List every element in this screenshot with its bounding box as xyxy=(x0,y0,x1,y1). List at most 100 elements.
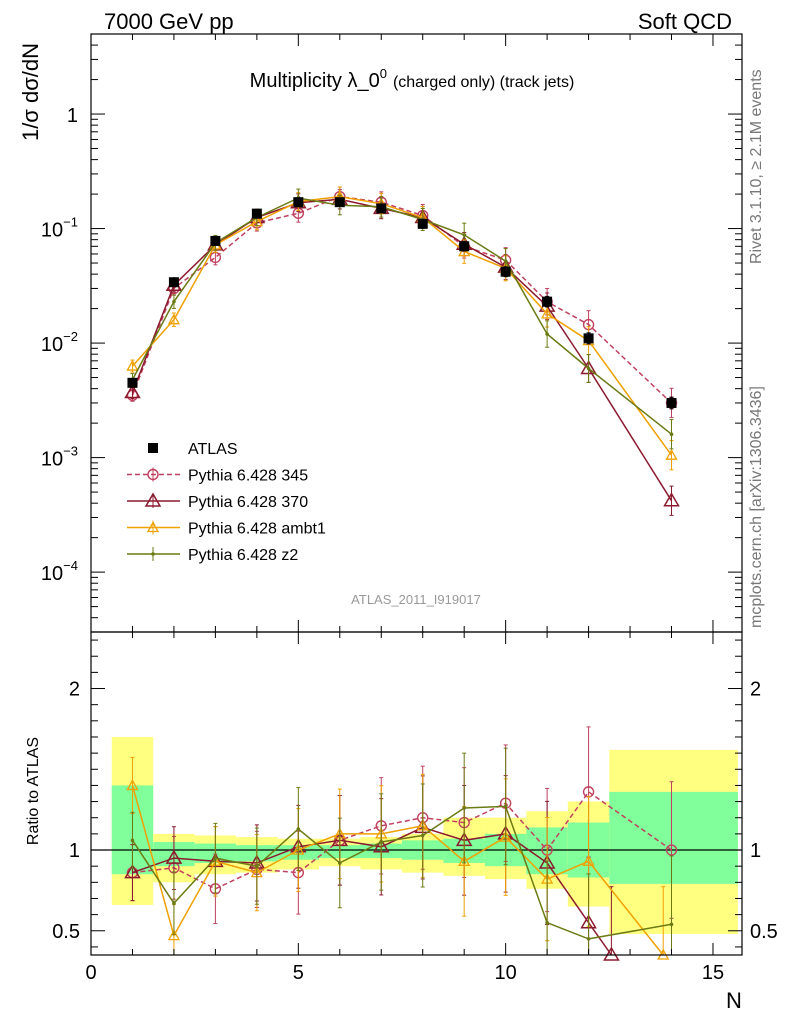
data-point xyxy=(168,277,179,288)
data-point xyxy=(665,844,678,856)
legend-marker xyxy=(144,492,162,507)
data-point xyxy=(172,901,176,906)
legend: ATLAS Pythia 6.428 345 Pythia 6.428 370 Pyt… xyxy=(127,441,326,564)
y-tick-label-right: 2 xyxy=(750,679,761,701)
main-panel: 10−4 10−3 10−2 10−1 1 Multiplicity λ_00 (char… xyxy=(18,33,743,633)
data-point xyxy=(603,946,620,961)
data-point xyxy=(293,197,304,208)
data-point xyxy=(500,266,511,277)
data-point xyxy=(545,332,549,336)
watermark: ATLAS_2011_I919017 xyxy=(351,592,481,607)
ratio-panel: 0 5 10 15 0.5 0.5 1 1 2 2 Ratio to ATLAS N xyxy=(25,631,778,1013)
data-point xyxy=(124,384,141,399)
data-point xyxy=(663,492,680,507)
data-point xyxy=(669,432,674,437)
x-tick-label: 15 xyxy=(702,962,724,984)
legend-label: ATLAS xyxy=(188,441,238,458)
data-point xyxy=(255,864,259,868)
data-point xyxy=(167,313,181,325)
header-right: Soft QCD xyxy=(638,9,732,34)
data-point xyxy=(420,833,425,838)
main-title: Multiplicity λ_00 (charged only) (track j… xyxy=(250,66,575,92)
data-point xyxy=(417,218,428,229)
y-tick-label: 10−1 xyxy=(41,215,78,242)
data-point xyxy=(542,296,553,307)
data-point xyxy=(165,849,183,864)
data-point xyxy=(458,854,471,866)
legend-item: Pythia 6.428 ambt1 xyxy=(127,520,326,538)
ratio-frame xyxy=(90,631,743,956)
main-frame xyxy=(90,33,743,633)
x-tick-label: 10 xyxy=(495,962,517,984)
main-title-main: Multiplicity λ_0 xyxy=(250,70,380,92)
legend-marker xyxy=(146,521,160,533)
y-tick-label-left: 1 xyxy=(69,840,80,862)
data-point xyxy=(582,854,595,866)
data-point xyxy=(251,208,262,219)
mcplots-label: mcplots.cern.ch [arXiv:1306.3436] xyxy=(748,386,765,628)
y-tick-label-left: 0.5 xyxy=(52,921,80,943)
data-point xyxy=(503,804,508,809)
header-left: 7000 GeV pp xyxy=(104,9,234,34)
data-point xyxy=(541,307,554,319)
data-point xyxy=(545,920,549,925)
data-point xyxy=(126,779,139,791)
x-tick-label: 0 xyxy=(85,962,96,984)
data-point xyxy=(296,827,301,831)
series-line xyxy=(131,197,672,435)
legend-marker xyxy=(151,552,155,556)
series-4 xyxy=(130,747,674,956)
rivet-label: Rivet 3.1.10, ≥ 2.1M events xyxy=(748,69,765,264)
y-tick-label: 10−3 xyxy=(41,444,78,471)
legend-item: ATLAS xyxy=(148,441,238,458)
data-point xyxy=(583,333,594,344)
legend-item: Pythia 6.428 345 xyxy=(127,467,308,485)
data-point xyxy=(213,856,218,860)
data-point xyxy=(130,838,135,843)
data-point xyxy=(665,448,678,460)
data-point xyxy=(669,922,674,927)
data-point xyxy=(376,203,387,214)
data-point xyxy=(126,359,139,371)
series-1 xyxy=(126,186,678,419)
ratio-ylabel: Ratio to ATLAS xyxy=(25,737,42,845)
y-tick-label-left: 2 xyxy=(69,679,80,701)
y-tick-label: 10−4 xyxy=(41,558,78,585)
series-3 xyxy=(126,186,678,471)
data-point xyxy=(462,806,466,810)
legend-marker xyxy=(147,468,159,481)
x-tick-label: 5 xyxy=(293,962,304,984)
legend-label: Pythia 6.428 370 xyxy=(188,494,308,511)
legend-marker xyxy=(148,443,158,453)
y-tick-label-right: 1 xyxy=(750,840,761,862)
data-point xyxy=(459,241,470,252)
data-point xyxy=(586,937,591,941)
series-0 xyxy=(127,197,677,410)
main-ylabel: 1/σ dσ/dN xyxy=(18,43,43,141)
data-point xyxy=(210,235,221,246)
data-point xyxy=(337,861,342,865)
y-tick-label-right: 0.5 xyxy=(750,921,778,943)
data-point xyxy=(124,864,141,879)
data-point xyxy=(172,299,176,304)
data-point xyxy=(127,377,138,388)
data-point xyxy=(503,259,508,263)
data-point xyxy=(379,840,384,844)
data-point xyxy=(462,233,466,237)
y-tick-label: 1 xyxy=(67,105,78,127)
y-tick-label: 10−2 xyxy=(41,329,78,356)
x-axis-label: N xyxy=(726,988,742,1013)
data-point xyxy=(666,397,677,408)
data-point xyxy=(334,197,345,208)
main-title-tail: (charged only) (track jets) xyxy=(393,74,574,91)
legend-label: Pythia 6.428 ambt1 xyxy=(188,521,326,538)
data-point xyxy=(586,366,591,371)
data-point xyxy=(167,929,181,941)
legend-item: Pythia 6.428 z2 xyxy=(127,547,298,564)
legend-label: Pythia 6.428 z2 xyxy=(188,547,298,564)
legend-item: Pythia 6.428 370 xyxy=(127,492,308,511)
series-4 xyxy=(130,188,674,450)
main-title-sup: 0 xyxy=(380,66,387,81)
legend-label: Pythia 6.428 345 xyxy=(188,468,308,485)
